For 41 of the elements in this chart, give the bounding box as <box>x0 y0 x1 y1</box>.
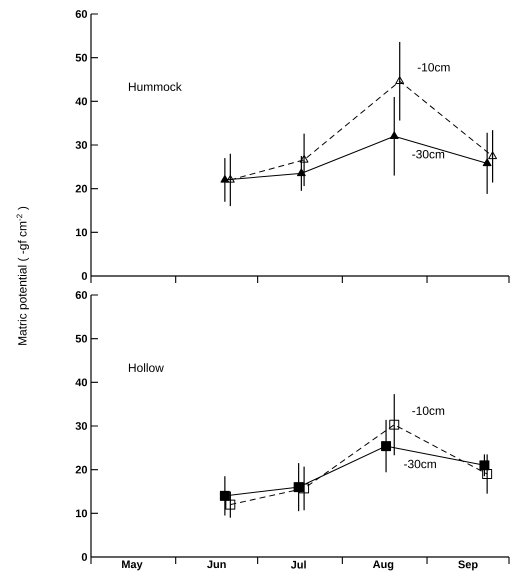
text: Hummock <box>128 82 182 92</box>
y-tick-label: 20 <box>76 184 88 193</box>
point <box>220 490 230 501</box>
point <box>299 483 310 494</box>
point <box>381 441 392 452</box>
x-tick-label: Sep <box>458 560 478 570</box>
y-axis-title: Matric potential ( -gf cm$^{-2}$ ) <box>16 206 29 345</box>
series-label: -30cm <box>404 460 436 468</box>
y-tick-label: 0 <box>82 553 88 561</box>
x-tick-label: Aug <box>372 560 394 570</box>
series-label: -10cm <box>418 63 450 72</box>
series-label: -10cm <box>412 406 444 415</box>
point <box>488 151 497 160</box>
y-tick-label: 40 <box>75 97 88 106</box>
y-tick-label: 0 <box>82 272 88 280</box>
x-tick-label: Jul <box>290 560 306 569</box>
text: Hollow <box>128 363 164 372</box>
y-tick-label: 10 <box>76 509 88 518</box>
series-label: -30cm <box>412 150 444 158</box>
y-tick-label: 60 <box>76 291 88 299</box>
y-tick-label: 10 <box>76 228 88 236</box>
y-tick-label: 60 <box>76 10 88 18</box>
point <box>482 469 492 480</box>
point <box>220 174 230 183</box>
point <box>296 168 306 176</box>
point <box>225 500 236 510</box>
x-tick-label: May <box>122 560 143 570</box>
point <box>395 76 404 84</box>
y-tick-label: 20 <box>76 466 88 474</box>
x-tick-label: Jun <box>207 560 226 568</box>
y-tick-label: 50 <box>76 334 88 343</box>
point <box>226 174 235 183</box>
point <box>479 460 490 470</box>
y-tick-label: 30 <box>76 422 88 430</box>
y-tick-label: 40 <box>75 378 88 386</box>
y-tick-label: 30 <box>76 141 88 149</box>
point <box>390 131 399 140</box>
point <box>389 420 400 430</box>
point <box>294 482 304 492</box>
point <box>482 158 492 166</box>
y-tick-label: 50 <box>76 54 88 62</box>
